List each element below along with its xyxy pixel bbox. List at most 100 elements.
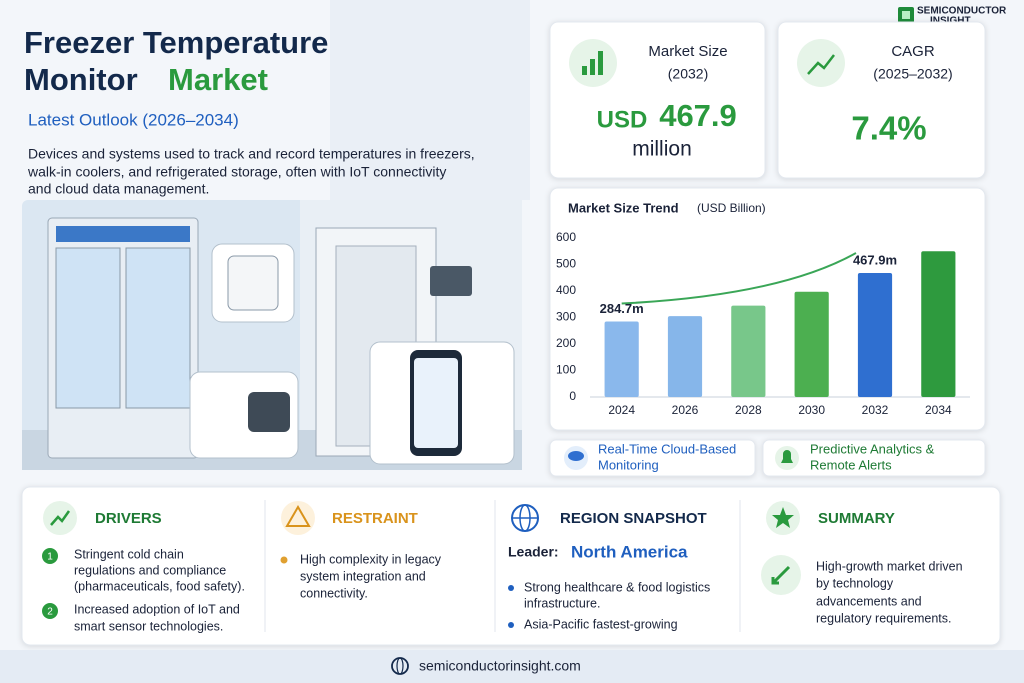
panel-title: SUMMARY: [818, 510, 895, 527]
stat-sublabel: (2025–2032): [873, 66, 952, 82]
panel-text: Increased adoption of IoT and: [74, 602, 240, 616]
panel-text: regulatory requirements.: [816, 611, 951, 625]
item-number: 1: [47, 552, 53, 563]
panel-text: smart sensor technologies.: [74, 619, 223, 633]
panel-icon-warning: [285, 505, 311, 527]
value-label: 467.9m: [853, 252, 897, 267]
stat-icon: [797, 39, 845, 87]
y-tick-label: 100: [556, 363, 576, 377]
y-tick-label: 500: [556, 257, 576, 271]
x-tick-label: 2030: [798, 403, 825, 417]
panel-text: infrastructure.: [524, 596, 600, 610]
freezer-header: [56, 226, 190, 242]
panel-text: Asia-Pacific fastest-growing: [524, 617, 678, 631]
panel-text: connectivity.: [300, 586, 368, 600]
bullet: [280, 556, 288, 564]
item-number-badge: [42, 603, 58, 619]
x-tick-label: 2034: [925, 403, 952, 417]
description: Devices and systems used to track and re…: [28, 146, 475, 162]
panel-icon-arrow: [50, 510, 71, 526]
feature-icon-bell: [781, 450, 793, 463]
panel-text: Strong healthcare & food logistics: [524, 580, 710, 594]
subtitle: Latest Outlook (2026–2034): [28, 110, 239, 129]
leader-value: North America: [571, 542, 688, 561]
title-highlight: Market: [168, 62, 268, 97]
footer-icon: [396, 657, 404, 675]
y-tick-label: 600: [556, 230, 576, 244]
x-tick-label: 2026: [672, 403, 699, 417]
logo-text: INSIGHT: [930, 16, 971, 27]
bar: [794, 291, 829, 397]
footer-url[interactable]: semiconductorinsight.com: [419, 658, 581, 674]
bar: [921, 251, 956, 397]
stat-prefix: USD: [597, 106, 648, 133]
description: walk-in coolers, and refrigerated storag…: [27, 164, 446, 180]
stat-icon-arrow: [807, 54, 835, 75]
phone-screen: [414, 358, 458, 448]
bullet: [508, 585, 514, 591]
panel-title: RESTRAINT: [332, 510, 418, 527]
bar: [667, 316, 703, 397]
panel-title: REGION SNAPSHOT: [560, 510, 707, 527]
stat-value: 7.4%: [851, 110, 926, 147]
y-tick-label: 0: [569, 389, 576, 403]
feature-text: Remote Alerts: [810, 457, 892, 472]
panel-text: advancements and: [816, 594, 922, 608]
bar: [857, 273, 893, 397]
item-number: 2: [47, 607, 53, 618]
feature-pill: [762, 439, 986, 477]
chart-title: Market Size Trend: [568, 200, 679, 215]
trend-arrow: [621, 252, 857, 305]
y-tick-label: 200: [556, 336, 576, 350]
freezer-door: [125, 247, 191, 409]
logo-icon-chip: [902, 11, 910, 19]
probe-display: [248, 392, 290, 432]
y-tick-label: 300: [556, 310, 576, 324]
stat-icon-bar: [598, 51, 603, 75]
summary-icon-rocket: [771, 565, 791, 585]
panel-text: High-growth market driven: [816, 559, 963, 573]
stat-value: 467.9: [659, 98, 737, 133]
panel-text: Stringent cold chain: [74, 547, 184, 561]
stat-label: Market Size: [648, 43, 727, 60]
title: Monitor: [24, 62, 138, 97]
panel-icon-star: [772, 507, 794, 528]
feature-text: Real-Time Cloud-Based: [598, 441, 736, 456]
feature-text: Predictive Analytics &: [810, 441, 935, 456]
bar: [604, 321, 639, 397]
stat-sublabel: (2032): [668, 66, 708, 82]
stat-icon-bar: [582, 66, 587, 75]
feature-pill: [549, 439, 756, 477]
feature-text: Monitoring: [598, 457, 659, 472]
footer: [0, 650, 1024, 683]
freezer-door: [55, 247, 121, 409]
illustration: [22, 200, 522, 470]
bullet: [508, 622, 514, 628]
item-number-badge: [42, 548, 58, 564]
background-server: [330, 0, 530, 200]
panel-text: by technology: [816, 576, 894, 590]
x-tick-label: 2032: [862, 403, 889, 417]
panels-card: [21, 486, 1001, 646]
stat-unit: million: [632, 138, 692, 161]
wall-monitor: [430, 266, 472, 296]
leader-label: Leader:: [508, 544, 559, 560]
logo-text: SEMICONDUCTOR: [917, 6, 1007, 17]
panel-text: system integration and: [300, 569, 426, 583]
sensor: [227, 255, 279, 311]
panel-text: (pharmaceuticals, food safety).: [74, 579, 245, 593]
panel-text: High complexity in legacy: [300, 552, 442, 566]
panel-text: regulations and compliance: [74, 563, 226, 577]
description: and cloud data management.: [28, 181, 209, 197]
x-tick-label: 2024: [608, 403, 635, 417]
y-tick-label: 400: [556, 283, 576, 297]
chart: 0 100 200 300 400 500 600 2024 284.7m 2026 2028 203…: [556, 230, 970, 417]
panel-title: DRIVERS: [95, 510, 162, 527]
stat-icon-bar: [590, 59, 595, 75]
chart-unit: (USD Billion): [697, 201, 766, 215]
value-label: 284.7m: [600, 301, 644, 316]
title: Freezer Temperature: [24, 25, 328, 60]
x-tick-label: 2028: [735, 403, 762, 417]
